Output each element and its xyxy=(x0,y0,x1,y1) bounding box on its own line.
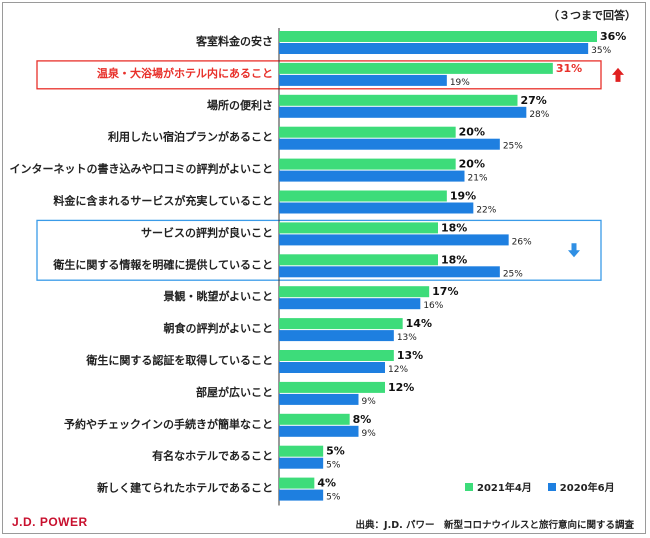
value-label-2020: 5% xyxy=(326,493,341,503)
category-label: 利用したい宿泊プランがあること xyxy=(108,130,273,144)
bar-2020 xyxy=(279,330,394,342)
value-label-2021: 18% xyxy=(441,253,467,266)
bar-2021 xyxy=(279,190,447,202)
legend: 2021年4月 2020年6月 xyxy=(465,479,615,494)
legend-label-2021: 2021年4月 xyxy=(477,483,532,494)
value-label-2020: 9% xyxy=(362,429,377,439)
value-label-2021: 8% xyxy=(353,413,372,426)
value-label-2020: 21% xyxy=(468,174,488,184)
bar-2020 xyxy=(279,106,527,118)
category-label: 部屋が広いこと xyxy=(196,385,273,399)
bar-2021 xyxy=(279,477,315,489)
category-label: サービスの評判が良いこと xyxy=(141,225,273,239)
jd-power-logo: J.D. POWER xyxy=(12,515,88,529)
highlight-box-2 xyxy=(36,219,602,281)
category-label: 新しく建てられたホテルであること xyxy=(97,481,273,495)
value-label-2020: 25% xyxy=(503,142,523,152)
bar-2021 xyxy=(279,126,456,138)
bar-2021 xyxy=(279,413,350,425)
value-label-2020: 16% xyxy=(423,301,443,311)
answer-note: （３つまで回答） xyxy=(548,9,636,22)
bar-2020 xyxy=(279,74,447,86)
bar-2020 xyxy=(279,43,589,54)
value-label-2020: 12% xyxy=(388,365,408,375)
value-label-2020: 35% xyxy=(591,46,611,56)
value-label-2020: 22% xyxy=(476,206,496,216)
value-label-2021: 27% xyxy=(521,94,547,107)
category-label: 有名なホテルであること xyxy=(152,449,273,463)
category-label: 場所の便利さ xyxy=(207,98,273,112)
bar-2021 xyxy=(279,445,324,457)
legend-item-2020: 2020年6月 xyxy=(547,479,615,494)
category-label: 予約やチェックインの手続きが簡単なこと xyxy=(64,417,273,431)
source-note: 出典：J.D. パワー 新型コロナウイルスと旅行意向に関する調査 xyxy=(355,520,634,531)
bar-2021 xyxy=(279,381,385,393)
value-label-2021: 14% xyxy=(406,317,432,330)
bar-2021 xyxy=(279,286,430,298)
value-label-2021: 20% xyxy=(459,158,485,171)
bar-2021 xyxy=(279,31,597,42)
category-label: 料金に含まれるサービスが充実していること xyxy=(53,194,273,208)
bar-2021 xyxy=(279,318,403,330)
value-label-2021: 18% xyxy=(441,221,467,234)
bar-2020 xyxy=(279,202,474,214)
chart-frame xyxy=(2,2,646,534)
legend-item-2021: 2021年4月 xyxy=(465,479,532,494)
value-label-2021: 5% xyxy=(326,445,345,458)
value-label-2020: 19% xyxy=(450,78,470,88)
legend-swatch-2021 xyxy=(465,482,473,491)
legend-swatch-2020 xyxy=(547,482,556,491)
bar-2021 xyxy=(279,62,553,74)
value-label-2020: 5% xyxy=(326,461,341,471)
value-label-2020: 28% xyxy=(529,110,549,120)
bar-2020 xyxy=(279,425,359,437)
category-label: インターネットの書き込みや口コミの評判がよいこと xyxy=(10,162,273,176)
bar-2021 xyxy=(279,350,394,361)
category-label: 衛生に関する認証を取得していること xyxy=(85,353,273,367)
bar-2021 xyxy=(279,222,438,234)
value-label-2020: 26% xyxy=(512,237,532,247)
value-label-2021: 12% xyxy=(388,381,414,394)
bar-2020 xyxy=(279,489,324,501)
value-label-2021: 19% xyxy=(450,190,476,203)
category-label: 景観・眺望がよいこと xyxy=(163,289,273,303)
bar-2020 xyxy=(279,362,385,373)
legend-label-2020: 2020年6月 xyxy=(559,483,615,494)
bar-2020 xyxy=(279,393,359,405)
bar-2020 xyxy=(279,138,500,150)
value-label-2020: 9% xyxy=(362,397,377,407)
value-label-2021: 4% xyxy=(317,477,336,490)
bar-2020 xyxy=(279,234,509,246)
bar-2020 xyxy=(279,266,500,278)
value-label-2021: 17% xyxy=(432,285,458,298)
value-label-2021: 36% xyxy=(600,30,626,43)
category-label: 朝食の評判がよいこと xyxy=(164,321,273,335)
bar-2021 xyxy=(279,94,518,106)
bar-2020 xyxy=(279,298,421,310)
category-label: 温泉・大浴場がホテル内にあること xyxy=(97,66,273,80)
bar-2021 xyxy=(279,158,456,170)
arrow-up-icon xyxy=(612,67,624,82)
value-label-2021: 13% xyxy=(397,349,423,362)
bar-2020 xyxy=(279,170,465,182)
value-label-2021: 31% xyxy=(556,62,582,75)
bar-2021 xyxy=(279,254,438,266)
value-label-2021: 20% xyxy=(459,126,485,139)
value-label-2020: 25% xyxy=(503,269,523,279)
arrow-down-icon xyxy=(568,243,580,258)
highlight-box-1 xyxy=(36,60,602,90)
category-label: 衛生に関する情報を明確に提供していること xyxy=(52,257,273,271)
bar-2020 xyxy=(279,457,324,469)
value-label-2020: 13% xyxy=(397,333,417,343)
category-label: 客室料金の安さ xyxy=(195,34,273,48)
